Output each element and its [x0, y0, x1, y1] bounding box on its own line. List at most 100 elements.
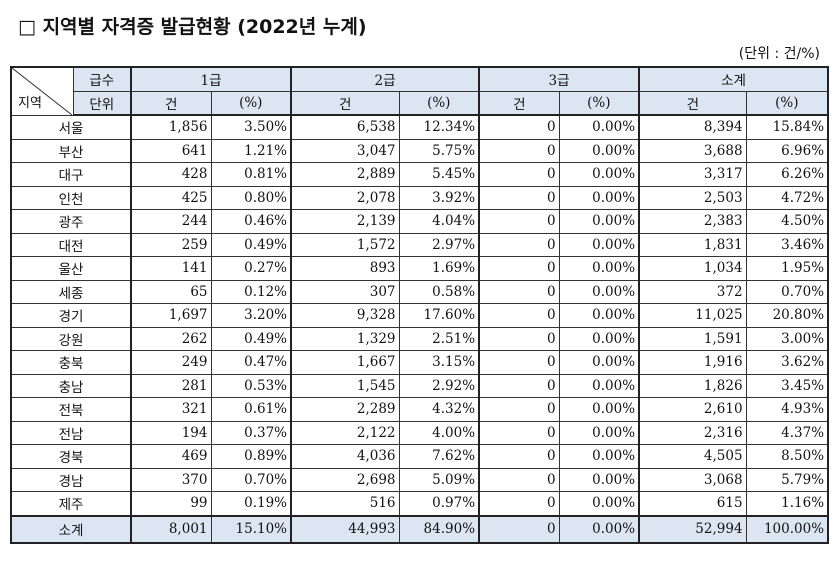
grade2-count-cell: 1,545	[290, 373, 400, 398]
subtotal-percent-cell: 1.95%	[745, 256, 829, 281]
subtotal-count-cell: 2,316	[638, 420, 747, 445]
header-count: 건	[290, 90, 400, 116]
subtotal-percent-cell: 5.79%	[745, 467, 829, 492]
table-row: 광주 244 0.46% 2,139 4.04% 0 0.00% 2,383 4.50%	[10, 209, 829, 234]
table-row: 전북 321 0.61% 2,289 4.32% 0 0.00% 2,610 4.93%	[10, 397, 829, 422]
grade1-percent-cell: 1.21%	[210, 138, 292, 163]
grade2-count-cell: 2,078	[290, 185, 400, 210]
grade3-percent-cell: 0.00%	[558, 185, 640, 210]
corner-diagonal-icon	[12, 68, 72, 114]
grade3-count-cell: 0	[478, 232, 560, 257]
grade2-percent-cell: 4.04%	[398, 209, 480, 234]
subtotal-count-cell: 1,831	[638, 232, 747, 257]
grade2-count-cell: 1,572	[290, 232, 400, 257]
grade1-count-cell: 65	[130, 279, 212, 304]
grade1-percent-cell: 0.47%	[210, 350, 292, 375]
subtotal-percent-cell: 1.16%	[745, 491, 829, 516]
grade1-count-cell: 1,697	[130, 303, 212, 328]
subtotal-percent-cell: 4.50%	[745, 209, 829, 234]
header-percent: (%)	[398, 90, 480, 116]
grade1-count-cell: 194	[130, 420, 212, 445]
grade2-percent-cell: 2.92%	[398, 373, 480, 398]
table-row: 대전 259 0.49% 1,572 2.97% 0 0.00% 1,831 3.46%	[10, 232, 829, 257]
grade3-count-cell: 0	[478, 303, 560, 328]
grade1-percent-cell: 0.70%	[210, 467, 292, 492]
grade2-percent-cell: 5.09%	[398, 467, 480, 492]
grade3-count-cell: 0	[478, 373, 560, 398]
grade2-percent-cell: 5.45%	[398, 162, 480, 187]
grade1-count-cell: 370	[130, 467, 212, 492]
grade1-percent-cell: 0.81%	[210, 162, 292, 187]
header-percent: (%)	[745, 90, 829, 116]
grade1-count-cell: 469	[130, 444, 212, 469]
grade2-count-cell: 1,329	[290, 326, 400, 351]
grade1-percent-cell: 0.80%	[210, 185, 292, 210]
header-group-1: 1급	[129, 66, 292, 92]
grade2-count-cell: 4,036	[290, 444, 400, 469]
grade1-percent-cell: 0.49%	[210, 232, 292, 257]
subtotal-percent-cell: 15.84%	[745, 114, 829, 140]
grade3-percent-cell: 0.00%	[558, 256, 640, 281]
grade1-percent-cell: 0.49%	[210, 326, 292, 351]
table-row: 대구 428 0.81% 2,889 5.45% 0 0.00% 3,317 6.26%	[10, 162, 829, 187]
grade1-percent-cell: 0.61%	[210, 397, 292, 422]
grade3-percent-cell: 0.00%	[558, 114, 640, 140]
grade2-count-cell: 516	[290, 491, 400, 516]
region-cell: 경기	[10, 303, 132, 328]
grade2-percent-cell: 1.69%	[398, 256, 480, 281]
grade3-percent-cell: 0.00%	[558, 420, 640, 445]
grade3-percent-cell: 0.00%	[558, 138, 640, 163]
subtotal-percent-cell: 8.50%	[745, 444, 829, 469]
grade2-percent-cell: 2.51%	[398, 326, 480, 351]
grade2-count-cell: 2,139	[290, 209, 400, 234]
subtotal-count-cell: 1,826	[638, 373, 747, 398]
grade3-count-cell: 0	[478, 138, 560, 163]
header-corner: 지역	[10, 66, 74, 116]
grade2-count-cell: 2,122	[290, 420, 400, 445]
grade3-percent-cell: 0.00%	[558, 350, 640, 375]
grade1-count-cell: 425	[130, 185, 212, 210]
grade3-count-cell: 0	[478, 514, 560, 543]
region-cell: 강원	[10, 326, 132, 351]
grade1-count-cell: 262	[130, 326, 212, 351]
subtotal-count-cell: 3,317	[638, 162, 747, 187]
grade1-percent-cell: 0.89%	[210, 444, 292, 469]
grade3-percent-cell: 0.00%	[558, 303, 640, 328]
grade2-percent-cell: 12.34%	[398, 114, 480, 140]
grade2-percent-cell: 4.00%	[398, 420, 480, 445]
grade3-count-cell: 0	[478, 420, 560, 445]
grade2-count-cell: 2,698	[290, 467, 400, 492]
subtotal-count-cell: 3,688	[638, 138, 747, 163]
subtotal-count-cell: 615	[638, 491, 747, 516]
grade2-percent-cell: 17.60%	[398, 303, 480, 328]
grade2-percent-cell: 3.15%	[398, 350, 480, 375]
region-cell: 충남	[10, 373, 132, 398]
subtotal-percent-cell: 4.72%	[745, 185, 829, 210]
grade1-percent-cell: 3.20%	[210, 303, 292, 328]
header-group-2: 2급	[290, 66, 480, 92]
grade1-count-cell: 141	[130, 256, 212, 281]
region-cell: 인천	[10, 185, 132, 210]
grade3-count-cell: 0	[478, 256, 560, 281]
grade1-percent-cell: 0.19%	[210, 491, 292, 516]
grade2-count-cell: 6,538	[290, 114, 400, 140]
table-row: 경기 1,697 3.20% 9,328 17.60% 0 0.00% 11,025 20.80…	[10, 303, 829, 328]
subtotal-percent-cell: 4.93%	[745, 397, 829, 422]
grade3-percent-cell: 0.00%	[558, 491, 640, 516]
grade2-percent-cell: 84.90%	[398, 514, 480, 543]
subtotal-percent-cell: 6.26%	[745, 162, 829, 187]
subtotal-count-cell: 1,591	[638, 326, 747, 351]
region-cell: 제주	[10, 491, 132, 516]
table-row: 전남 194 0.37% 2,122 4.00% 0 0.00% 2,316 4.37%	[10, 420, 829, 445]
subtotal-count-cell: 52,994	[638, 514, 747, 543]
subtotal-count-cell: 372	[638, 279, 747, 304]
grade3-percent-cell: 0.00%	[558, 326, 640, 351]
table-row: 충북 249 0.47% 1,667 3.15% 0 0.00% 1,916 3.62%	[10, 350, 829, 375]
region-cell: 소계	[10, 514, 132, 543]
table-row: 충남 281 0.53% 1,545 2.92% 0 0.00% 1,826 3.45%	[10, 373, 829, 398]
grade1-count-cell: 249	[130, 350, 212, 375]
subtotal-count-cell: 4,505	[638, 444, 747, 469]
header-row-unit: 단위 건 (%) 건 (%) 건 (%) 건 (%)	[11, 90, 829, 116]
grade2-count-cell: 1,667	[290, 350, 400, 375]
